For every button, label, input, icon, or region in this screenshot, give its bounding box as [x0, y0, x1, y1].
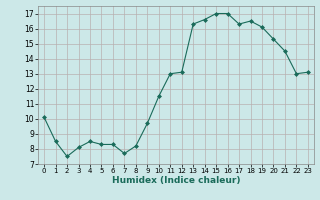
- X-axis label: Humidex (Indice chaleur): Humidex (Indice chaleur): [112, 176, 240, 185]
